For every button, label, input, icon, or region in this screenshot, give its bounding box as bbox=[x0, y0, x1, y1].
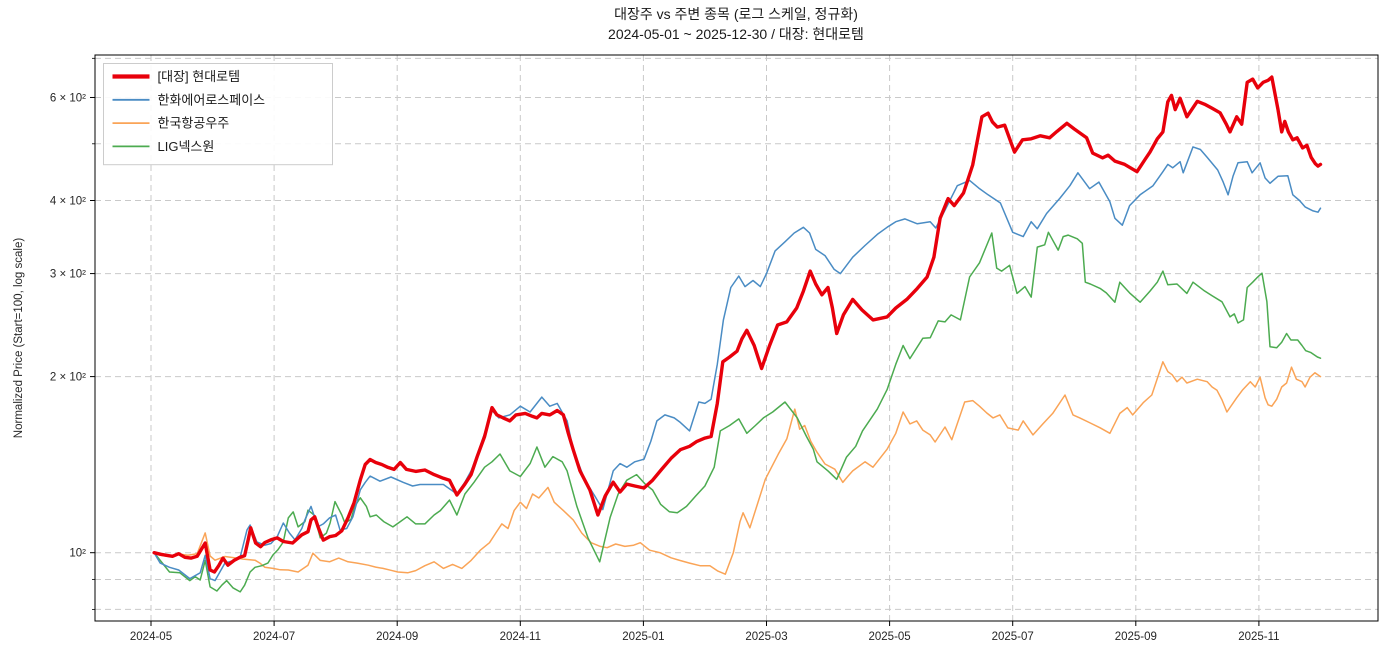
y-tick-label: 2 × 10² bbox=[50, 372, 86, 384]
chart-title: 대장주 vs 주변 종목 (로그 스케일, 정규화) bbox=[614, 6, 858, 22]
y-tick-label: 6 × 10² bbox=[50, 92, 86, 104]
x-tick-labels: 2024-05 2024-07 2024-09 2024-11 2025-01 2025-… bbox=[130, 631, 1280, 643]
y-tick-label: 4 × 10² bbox=[50, 195, 86, 207]
tick-marks bbox=[90, 57, 1260, 626]
x-tick-label: 2024-05 bbox=[130, 631, 172, 643]
series-line bbox=[152, 75, 1323, 574]
x-tick-label: 2025-03 bbox=[745, 631, 787, 643]
x-tick-label: 2025-09 bbox=[1115, 631, 1157, 643]
legend-label: LIG넥스원 bbox=[158, 139, 215, 154]
series-line bbox=[153, 361, 1322, 575]
x-tick-label: 2024-07 bbox=[253, 631, 295, 643]
y-tick-labels: 10² 2 × 10² 3 × 10² 4 × 10² 6 × 10² bbox=[50, 92, 86, 559]
y-tick-label: 3 × 10² bbox=[50, 269, 86, 281]
legend-label: [대장] 현대로템 bbox=[158, 69, 241, 84]
legend-label: 한국항공우주 bbox=[158, 116, 230, 131]
legend-label: 한화에어로스페이스 bbox=[158, 92, 266, 107]
y-axis-label: Normalized Price (Start=100, log scale) bbox=[13, 238, 25, 439]
x-tick-label: 2024-09 bbox=[376, 631, 418, 643]
x-tick-label: 2025-11 bbox=[1238, 631, 1279, 643]
legend-box bbox=[103, 63, 333, 166]
x-tick-label: 2025-07 bbox=[992, 631, 1034, 643]
plot-border bbox=[94, 54, 1379, 622]
x-tick-label: 2024-11 bbox=[500, 631, 541, 643]
x-tick-label: 2025-01 bbox=[622, 631, 664, 643]
chart-subtitle: 2024-05-01 ~ 2025-12-30 / 대장: 현대로템 bbox=[608, 26, 864, 42]
series-lines bbox=[152, 75, 1323, 593]
chart-titles: 대장주 vs 주변 종목 (로그 스케일, 정규화) 2024-05-01 ~ … bbox=[608, 6, 864, 42]
x-tick-label: 2025-05 bbox=[868, 631, 910, 643]
y-tick-label: 10² bbox=[69, 548, 86, 560]
series-line bbox=[153, 146, 1322, 582]
